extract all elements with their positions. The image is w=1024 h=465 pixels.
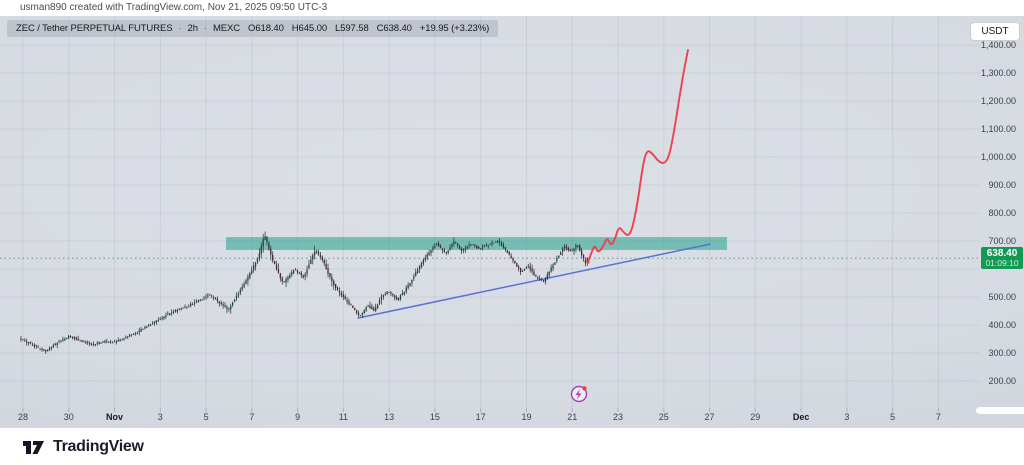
price-axis-label: 300.00: [988, 348, 1016, 358]
tradingview-logo-text: TradingView: [53, 437, 144, 455]
price-axis-label: 400.00: [988, 320, 1016, 330]
price-axis-label: 1,100.00: [980, 124, 1016, 134]
time-axis-label: 7: [249, 412, 255, 422]
time-axis-label: 29: [750, 412, 761, 422]
last-price-badge: 638.40 01:09:10: [981, 247, 1023, 270]
legend-change: +19.95 (+3.23%): [419, 23, 490, 34]
projection-curve[interactable]: [586, 49, 689, 264]
time-axis-label: 9: [295, 412, 301, 422]
time-axis-label: Nov: [106, 412, 124, 422]
price-axis-label: 700.00: [988, 236, 1016, 246]
price-axis-label: 1,000.00: [980, 152, 1016, 162]
time-axis-label: 23: [612, 412, 624, 422]
price-axis-label: 200.00: [988, 376, 1016, 386]
tradingview-logo[interactable]: TradingView: [22, 437, 144, 457]
legend-close: C638.40: [376, 23, 412, 34]
time-axis-label: 3: [844, 412, 850, 422]
time-axis-label: 25: [658, 412, 669, 422]
top-strip: usman890 created with TradingView.com, N…: [0, 0, 1024, 16]
time-axis-label: 19: [521, 412, 532, 422]
price-axis-label: 1,300.00: [980, 68, 1016, 78]
chart-background: [0, 16, 1024, 428]
price-axis-label: 900.00: [988, 180, 1016, 190]
legend-symbol[interactable]: ZEC / Tether PERPETUAL FUTURES: [16, 23, 173, 34]
flash-event-icon[interactable]: [570, 385, 588, 403]
time-axis-label: 27: [704, 412, 715, 422]
currency-unit-button[interactable]: USDT: [971, 23, 1019, 40]
legend-open: O618.40: [248, 23, 284, 34]
footer-bar: TradingView: [0, 428, 1024, 465]
last-price-value: 638.40: [986, 247, 1018, 259]
price-axis-corner: [976, 407, 1024, 414]
legend-low: L597.58: [335, 23, 369, 34]
price-axis[interactable]: 1,400.00 1,300.00 1,200.00 1,100.00 1,000.00…: [980, 16, 1024, 408]
symbol-legend[interactable]: ZEC / Tether PERPETUAL FUTURES · 2h · ME…: [7, 20, 499, 37]
time-axis-label: 7: [935, 412, 941, 422]
bar-countdown: 01:09:10: [985, 258, 1019, 269]
price-axis-label: 1,400.00: [980, 40, 1016, 50]
legend-high: H645.00: [291, 23, 327, 34]
time-axis-label: Dec: [792, 412, 810, 422]
time-axis-label: 11: [338, 412, 349, 422]
time-axis-label: 17: [475, 412, 486, 422]
grid-lines: [0, 16, 980, 408]
time-axis-label: 13: [384, 412, 395, 422]
time-axis-label: 3: [157, 412, 163, 422]
tradingview-logo-icon: [23, 440, 44, 454]
legend-separator: ·: [203, 23, 207, 34]
time-axis-label: 5: [890, 412, 896, 422]
attribution-text: usman890 created with TradingView.com, N…: [20, 2, 328, 13]
time-axis-label: 21: [567, 412, 578, 422]
time-axis-label: 5: [203, 412, 209, 422]
time-axis-label: 30: [63, 412, 74, 422]
time-axis-ticks: [22, 408, 939, 412]
price-axis-label: 800.00: [988, 208, 1016, 218]
price-axis-label: 1,200.00: [980, 96, 1016, 106]
candlestick-series: [20, 231, 589, 354]
price-axis-label: 500.00: [988, 292, 1016, 302]
time-axis-label: 15: [429, 412, 440, 422]
legend-exchange: MEXC: [212, 23, 241, 34]
time-axis-label: 28: [17, 412, 29, 422]
legend-interval[interactable]: 2h: [187, 23, 198, 34]
trendline[interactable]: [357, 243, 711, 319]
legend-separator: ·: [178, 23, 182, 34]
time-axis[interactable]: 28 30 Nov 3 5 7 9 11 13 15 17 19 21 23 25 27 29 Dec 3 5 7: [0, 408, 980, 428]
